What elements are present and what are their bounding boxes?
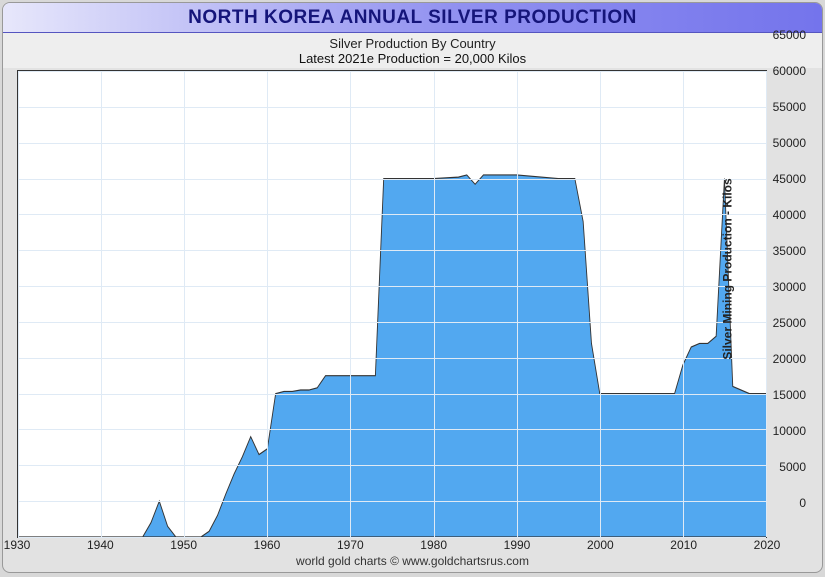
gridline-vertical: [683, 71, 684, 537]
chart-subtitle: Latest 2021e Production = 20,000 Kilos: [3, 51, 822, 66]
subtitle-block: Silver Production By Country Latest 2021…: [3, 33, 822, 68]
x-tick-label-1950: 1950: [170, 538, 197, 552]
gridline-horizontal: [18, 286, 766, 287]
x-tick-label-1970: 1970: [337, 538, 364, 552]
y-tick-label-60000: 60000: [773, 64, 806, 78]
gridline-vertical: [184, 71, 185, 537]
gridline-vertical: [766, 71, 767, 537]
gridline-vertical: [18, 71, 19, 537]
y-tick-label-0: 0: [799, 496, 806, 510]
x-tick-label-1940: 1940: [87, 538, 114, 552]
y-tick-label-65000: 65000: [773, 28, 806, 42]
gridline-horizontal: [18, 465, 766, 466]
y-axis: Silver Mining Production - Kilos 0 5000 10…: [768, 35, 820, 503]
x-tick-label-1980: 1980: [420, 538, 447, 552]
x-tick-label-2020: 2020: [754, 538, 781, 552]
gridline-vertical: [101, 71, 102, 537]
window-title: NORTH KOREA ANNUAL SILVER PRODUCTION: [188, 7, 637, 29]
x-tick-label-2000: 2000: [587, 538, 614, 552]
gridline-horizontal: [18, 179, 766, 180]
y-tick-label-5000: 5000: [779, 460, 806, 474]
gridline-horizontal: [18, 107, 766, 108]
plot-area: [17, 70, 767, 538]
chart-window: NORTH KOREA ANNUAL SILVER PRODUCTION Sil…: [2, 2, 823, 573]
y-tick-label-10000: 10000: [773, 424, 806, 438]
y-tick-label-35000: 35000: [773, 244, 806, 258]
gridline-vertical: [267, 71, 268, 537]
x-tick-label-1990: 1990: [504, 538, 531, 552]
gridline-horizontal: [18, 358, 766, 359]
y-tick-label-50000: 50000: [773, 136, 806, 150]
gridline-horizontal: [18, 501, 766, 502]
gridline-vertical: [350, 71, 351, 537]
x-tick-label-1930: 1930: [4, 538, 31, 552]
y-tick-label-15000: 15000: [773, 388, 806, 402]
y-tick-label-30000: 30000: [773, 280, 806, 294]
title-bar: NORTH KOREA ANNUAL SILVER PRODUCTION: [3, 3, 822, 33]
gridline-horizontal: [18, 250, 766, 251]
footer-text: world gold charts © www.goldchartsrus.co…: [3, 554, 822, 568]
gridline-vertical: [434, 71, 435, 537]
gridline-vertical: [517, 71, 518, 537]
y-axis-title-label: Silver Mining Production - Kilos: [720, 178, 734, 359]
y-tick-label-45000: 45000: [773, 172, 806, 186]
y-tick-label-55000: 55000: [773, 100, 806, 114]
chart-title: Silver Production By Country: [3, 36, 822, 51]
gridline-horizontal: [18, 322, 766, 323]
y-tick-label-25000: 25000: [773, 316, 806, 330]
gridline-horizontal: [18, 143, 766, 144]
gridline-horizontal: [18, 214, 766, 215]
x-tick-label-2010: 2010: [670, 538, 697, 552]
area-series: [18, 71, 766, 537]
gridline-horizontal: [18, 429, 766, 430]
gridline-horizontal: [18, 394, 766, 395]
gridline-horizontal: [18, 71, 766, 72]
x-tick-label-1960: 1960: [254, 538, 281, 552]
gridline-vertical: [600, 71, 601, 537]
y-tick-label-40000: 40000: [773, 208, 806, 222]
y-tick-label-20000: 20000: [773, 352, 806, 366]
